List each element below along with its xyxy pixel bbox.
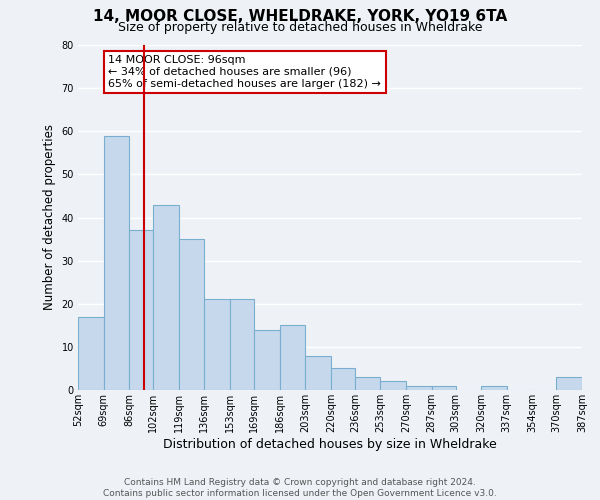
Bar (406, 386, 431, 390)
Bar (129, 230, 153, 390)
Text: 14 MOOR CLOSE: 96sqm
← 34% of detached houses are smaller (96)
65% of semi-detac: 14 MOOR CLOSE: 96sqm ← 34% of detached h… (108, 56, 381, 88)
Bar (230, 300, 254, 390)
Bar (280, 326, 305, 390)
Bar (179, 239, 205, 390)
Bar (305, 356, 331, 390)
Bar (153, 204, 179, 390)
Bar (104, 136, 129, 390)
Bar (481, 386, 507, 390)
Bar (254, 330, 280, 390)
Y-axis label: Number of detached properties: Number of detached properties (43, 124, 56, 310)
Bar (205, 300, 230, 390)
Bar (355, 377, 380, 390)
Bar (431, 386, 455, 390)
Bar (380, 382, 406, 390)
X-axis label: Distribution of detached houses by size in Wheldrake: Distribution of detached houses by size … (163, 438, 497, 450)
Text: Contains HM Land Registry data © Crown copyright and database right 2024.
Contai: Contains HM Land Registry data © Crown c… (103, 478, 497, 498)
Text: Size of property relative to detached houses in Wheldrake: Size of property relative to detached ho… (118, 21, 482, 34)
Text: 14, MOOR CLOSE, WHELDRAKE, YORK, YO19 6TA: 14, MOOR CLOSE, WHELDRAKE, YORK, YO19 6T… (93, 9, 507, 24)
Bar (78, 316, 104, 390)
Bar (556, 377, 582, 390)
Bar (331, 368, 355, 390)
